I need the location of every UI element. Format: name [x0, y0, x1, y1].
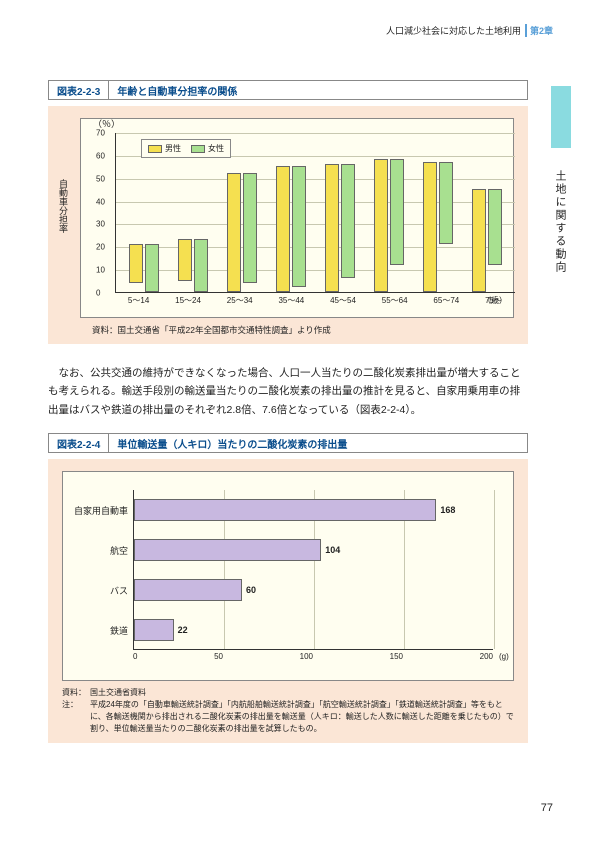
legend-swatch-male	[148, 145, 162, 153]
hbar-value: 104	[325, 545, 340, 555]
figure2-source-line: 資料： 国土交通省資料	[62, 687, 514, 699]
bar-male	[276, 166, 290, 292]
figure1-y-tick: 30	[96, 220, 105, 229]
page-content: 図表2-2-3 年齢と自動車分担率の関係 （％） 自動車分担率 01020304…	[48, 80, 528, 743]
figure2-x-tick: 200	[480, 652, 493, 661]
figure1-x-tick: 65～74	[433, 295, 459, 306]
figure2-plot-area: 自家用自動車168 航空104 バス60 鉄道22	[133, 490, 493, 650]
figure1-y-tick: 0	[96, 289, 100, 298]
figure2-x-ticks: 0 50 100 150 200	[133, 652, 493, 661]
bar-group	[129, 244, 159, 292]
hbar-category: 航空	[72, 544, 134, 557]
hbar	[134, 499, 436, 521]
figure2-title: 単位輸送量（人キロ）当たりの二酸化炭素の排出量	[109, 434, 527, 452]
figure2-x-tick: 50	[214, 652, 223, 661]
bar-group	[374, 159, 404, 292]
bar-female	[292, 166, 306, 287]
legend-female: 女性	[191, 143, 224, 154]
hbar	[134, 539, 321, 561]
bar-group	[325, 164, 355, 292]
hbar	[134, 579, 242, 601]
legend-swatch-female	[191, 145, 205, 153]
bar-female	[243, 173, 257, 283]
figure1-x-unit: （歳）	[483, 295, 507, 306]
figure1-y-tick: 70	[96, 129, 105, 138]
figure2-number: 図表2-2-4	[49, 434, 109, 452]
figure1-number: 図表2-2-3	[49, 81, 109, 99]
bar-female	[145, 244, 159, 292]
header-title: 人口減少社会に対応した土地利用	[386, 24, 521, 37]
hbar-row: バス60	[134, 579, 256, 601]
figure1-y-tick: 10	[96, 266, 105, 275]
figure2-x-unit: (g)	[499, 652, 509, 661]
bar-male	[178, 239, 192, 280]
figure2-note-label: 注：	[62, 699, 90, 735]
side-tab-label: 土地に関する動向	[552, 170, 568, 274]
hbar-row: 自家用自動車168	[134, 499, 455, 521]
figure1-x-tick: 55～64	[382, 295, 408, 306]
bar-group	[423, 162, 453, 292]
bar-group	[227, 173, 257, 292]
side-tab	[551, 86, 571, 148]
figure1-source: 資料：国土交通省「平成22年全国都市交通特性調査」より作成	[92, 324, 514, 336]
figure1-x-tick: 15～24	[175, 295, 201, 306]
bar-female	[488, 189, 502, 264]
figure1-x-tick: 25～34	[227, 295, 253, 306]
figure2-note-line: 注： 平成24年度の「自動車輸送統計調査」「内航船舶輸送統計調査」「航空輸送統計…	[62, 699, 514, 735]
hbar-row: 航空104	[134, 539, 340, 561]
figure2-x-tick: 150	[390, 652, 403, 661]
body-paragraph: なお、公共交通の維持ができなくなった場合、人口一人当たりの二酸化炭素排出量が増大…	[48, 364, 528, 419]
figure2-title-bar: 図表2-2-4 単位輸送量（人キロ）当たりの二酸化炭素の排出量	[48, 433, 528, 453]
hbar-row: 鉄道22	[134, 619, 188, 641]
hbar-value: 168	[440, 505, 455, 515]
bar-group	[276, 166, 306, 292]
hbar-category: 自家用自動車	[72, 504, 134, 517]
figure2-source: 国土交通省資料	[90, 687, 146, 699]
bar-male	[129, 244, 143, 283]
figure2-panel: 自家用自動車168航空104バス60鉄道22 050100150200 (g) …	[48, 459, 528, 743]
bar-male	[423, 162, 437, 292]
hbar-category: 鉄道	[72, 624, 134, 637]
figure2-chart: 自家用自動車168航空104バス60鉄道22 050100150200 (g)	[62, 471, 514, 681]
figure2-x-tick: 100	[300, 652, 313, 661]
figure1-x-tick: 35～44	[278, 295, 304, 306]
figure1-y-axis-label: 自動車分担率	[57, 179, 70, 233]
page-header: 人口減少社会に対応した土地利用 第2章	[386, 24, 553, 37]
bar-female	[439, 162, 453, 244]
figure2-notes: 資料： 国土交通省資料 注： 平成24年度の「自動車輸送統計調査」「内航船舶輸送…	[62, 687, 514, 735]
figure2-note: 平成24年度の「自動車輸送統計調査」「内航船舶輸送統計調査」「航空輸送統計調査」…	[90, 699, 514, 735]
hbar	[134, 619, 174, 641]
figure2-x-tick: 0	[133, 652, 137, 661]
hbar-value: 60	[246, 585, 256, 595]
page-number: 77	[541, 802, 553, 814]
figure1-chart: （％） 自動車分担率 010203040506070 5～1415～2425～3…	[80, 118, 514, 318]
header-chapter: 第2章	[525, 24, 553, 37]
bar-male	[227, 173, 241, 292]
bar-male	[325, 164, 339, 292]
bar-female	[341, 164, 355, 278]
figure1-x-ticks: 5～1415～2425～3435～4445～5455～6465～7475～	[115, 295, 515, 306]
bar-group	[472, 189, 502, 292]
figure1-title-bar: 図表2-2-3 年齢と自動車分担率の関係	[48, 80, 528, 100]
figure2-source-label: 資料：	[62, 687, 90, 699]
bar-group	[178, 239, 208, 292]
bar-female	[194, 239, 208, 292]
legend-male: 男性	[148, 143, 181, 154]
bar-male	[472, 189, 486, 292]
figure1-x-tick: 5～14	[128, 295, 149, 306]
legend-male-label: 男性	[165, 144, 181, 153]
hbar-value: 22	[178, 625, 188, 635]
legend-female-label: 女性	[208, 144, 224, 153]
figure1-panel: （％） 自動車分担率 010203040506070 5～1415～2425～3…	[48, 106, 528, 344]
figure1-x-tick: 45～54	[330, 295, 356, 306]
figure1-y-tick: 50	[96, 174, 105, 183]
figure1-y-tick: 40	[96, 197, 105, 206]
bar-male	[374, 159, 388, 292]
figure1-legend: 男性 女性	[141, 139, 231, 158]
bar-female	[390, 159, 404, 264]
hbar-category: バス	[72, 584, 134, 597]
figure1-y-tick: 60	[96, 151, 105, 160]
figure1-y-tick: 20	[96, 243, 105, 252]
figure1-title: 年齢と自動車分担率の関係	[109, 81, 527, 99]
